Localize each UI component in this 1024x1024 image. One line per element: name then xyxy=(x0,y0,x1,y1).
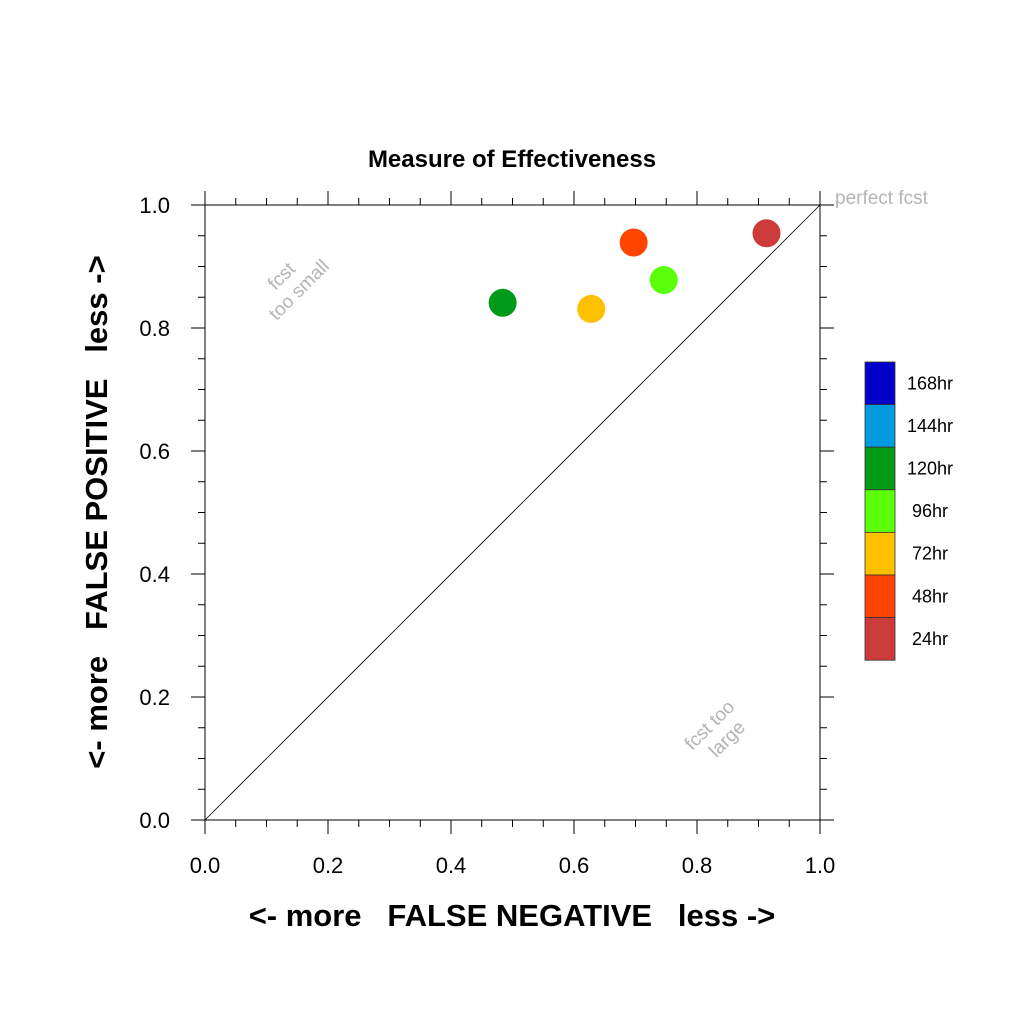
x-tick-label: 0.0 xyxy=(190,853,221,878)
legend-swatch-24hr xyxy=(864,617,896,661)
legend-swatch-120hr xyxy=(864,446,896,491)
data-points xyxy=(488,219,781,323)
point-48hr xyxy=(619,228,648,257)
legend-label-72hr: 72hr xyxy=(912,544,948,564)
legend-label-144hr: 144hr xyxy=(907,416,953,436)
legend: 168hr 144hr 120hr 96hr 72hr 48hr 24hr xyxy=(864,361,953,661)
chart-title: Measure of Effectiveness xyxy=(368,146,656,173)
point-72hr xyxy=(577,294,606,323)
point-120hr xyxy=(488,288,517,317)
legend-label-168hr: 168hr xyxy=(907,373,953,393)
legend-label-24hr: 24hr xyxy=(912,629,948,649)
diagonal-reference-line xyxy=(204,204,821,821)
annotation-fcst-too-large: fcst too large xyxy=(681,693,758,770)
y-tick-label: 0.2 xyxy=(139,685,170,710)
legend-swatch-48hr xyxy=(864,574,896,618)
point-24hr xyxy=(752,219,781,248)
x-tick-label: 0.6 xyxy=(559,853,590,878)
legend-swatch-96hr xyxy=(864,489,896,533)
y-tick-label: 0.8 xyxy=(139,316,170,341)
y-tick-labels: 0.0 0.2 0.4 0.6 0.8 1.0 xyxy=(139,193,170,833)
y-tick-label: 0.4 xyxy=(139,562,170,587)
annotation-fcst-too-small: fcst too small xyxy=(250,241,334,325)
legend-label-96hr: 96hr xyxy=(912,501,948,521)
point-96hr xyxy=(649,266,678,295)
annotation-perfect-fcst: perfect fcst xyxy=(835,188,929,209)
tick-marks xyxy=(191,191,834,834)
legend-swatch-144hr xyxy=(864,404,896,448)
legend-label-48hr: 48hr xyxy=(912,586,948,606)
x-axis-label: <- more FALSE NEGATIVE less -> xyxy=(249,898,776,933)
x-tick-label: 1.0 xyxy=(805,853,836,878)
x-tick-label: 0.2 xyxy=(313,853,344,878)
legend-swatch-168hr xyxy=(864,361,896,405)
y-axis-label: <- more FALSE POSITIVE less -> xyxy=(79,255,114,768)
legend-label-120hr: 120hr xyxy=(907,459,953,479)
x-tick-label: 0.8 xyxy=(682,853,713,878)
y-tick-label: 0.0 xyxy=(139,808,170,833)
x-tick-labels: 0.0 0.2 0.4 0.6 0.8 1.0 xyxy=(190,853,836,878)
x-tick-label: 0.4 xyxy=(436,853,467,878)
y-tick-label: 0.6 xyxy=(139,439,170,464)
plot-area xyxy=(191,191,834,834)
y-tick-label: 1.0 xyxy=(139,193,170,218)
legend-swatch-72hr xyxy=(864,532,896,576)
